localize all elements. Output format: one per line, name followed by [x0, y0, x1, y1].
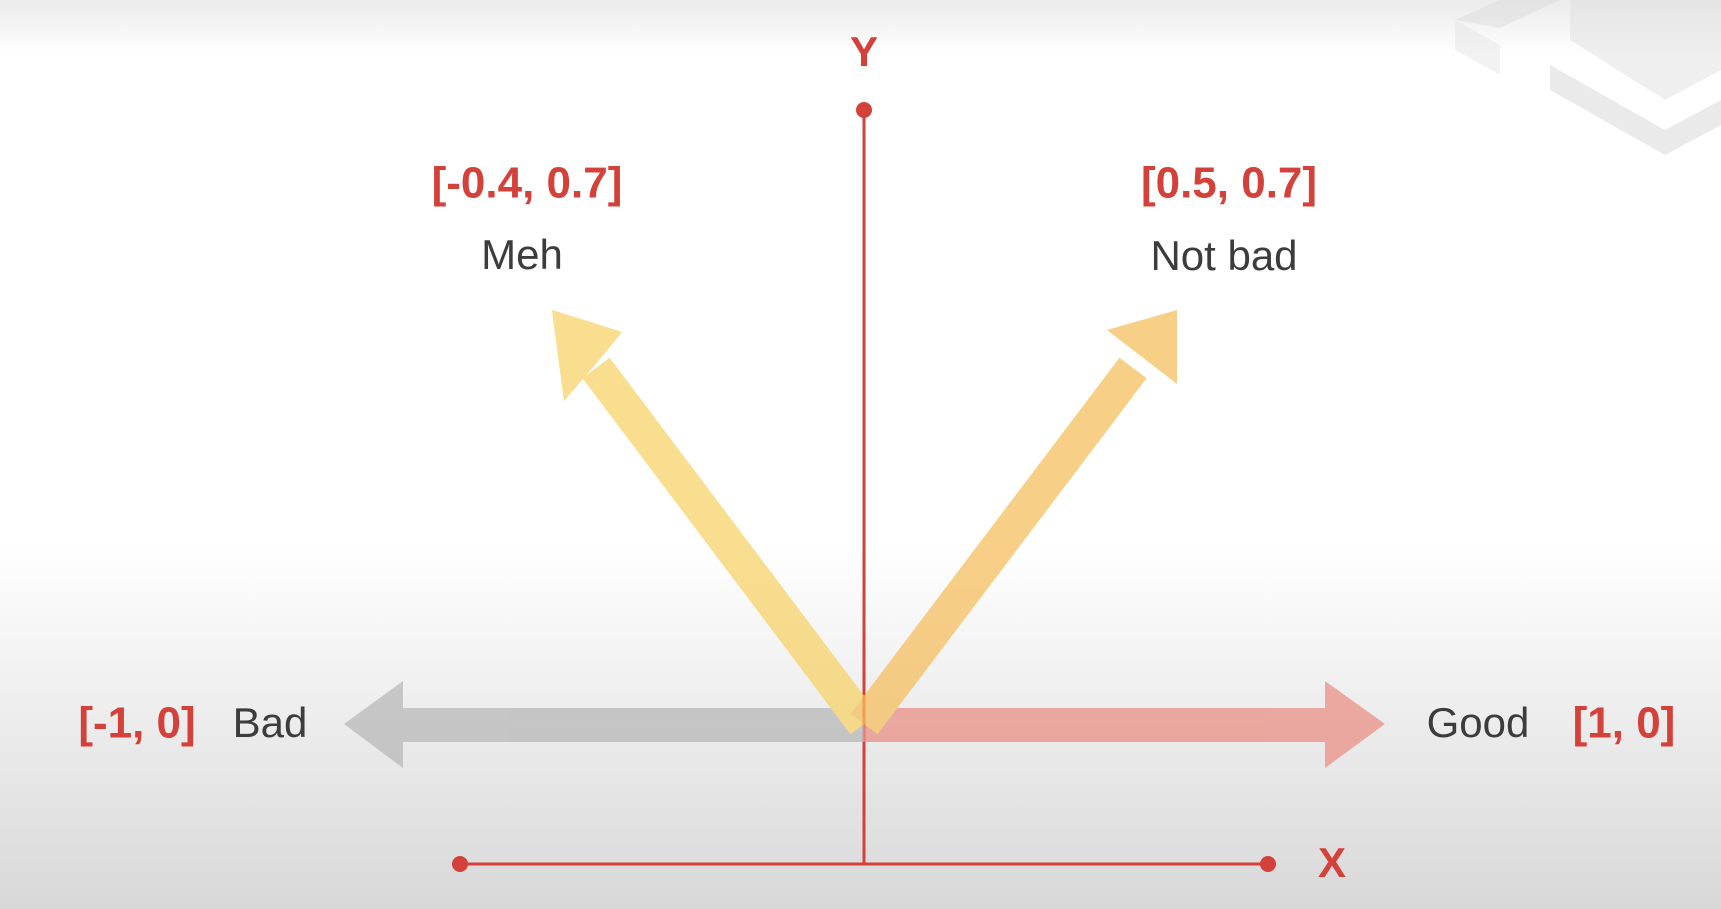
- vector-label: Bad: [233, 699, 308, 746]
- y-axis-label: Y: [850, 28, 878, 75]
- arrow-good: [864, 681, 1385, 768]
- x-axis-end: [1260, 856, 1276, 872]
- vector-coords: [0.5, 0.7]: [1141, 159, 1317, 208]
- vector-label: Good: [1427, 699, 1530, 746]
- x-axis-label: X: [1318, 839, 1346, 886]
- arrow-meh: [552, 310, 878, 735]
- vector-coords: [-1, 0]: [78, 699, 195, 748]
- x-axis-end: [452, 856, 468, 872]
- decoration: [1455, 0, 1721, 155]
- y-axis-end: [856, 102, 872, 118]
- arrow-bad: [344, 681, 864, 768]
- vector-label: Not bad: [1150, 232, 1297, 279]
- arrow-not-bad: [850, 310, 1177, 735]
- vector-coords: [-0.4, 0.7]: [432, 159, 623, 208]
- vector-label: Meh: [481, 231, 563, 278]
- vector-coords: [1, 0]: [1573, 699, 1676, 748]
- arrows: [344, 310, 1385, 768]
